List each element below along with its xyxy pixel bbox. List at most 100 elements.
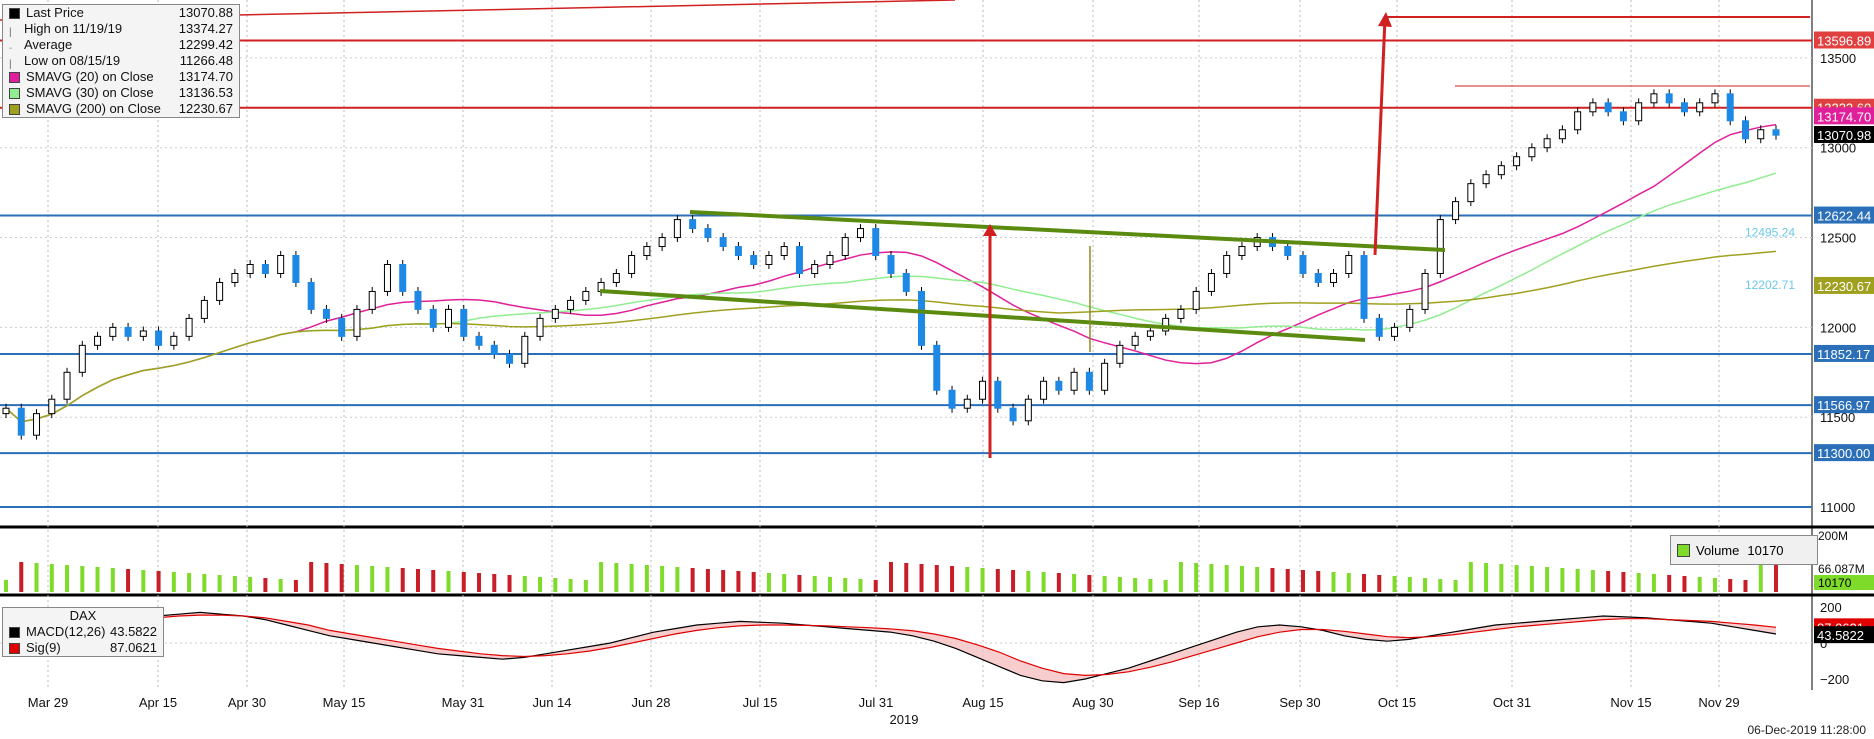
candle-body (1238, 246, 1246, 257)
price-label-box (1814, 276, 1874, 294)
volume-bar (660, 566, 665, 592)
volume-bar (782, 574, 787, 592)
y-tick-label: 12500 (1820, 231, 1856, 246)
legend-item: - Average 12299.42 (3, 37, 239, 54)
volume-bar (354, 565, 359, 592)
volume-bar (1590, 570, 1595, 592)
volume-scale-label: 200M (1818, 529, 1848, 543)
volume-bar (1392, 576, 1397, 592)
candle-body (1711, 93, 1719, 104)
candle-body (1192, 290, 1200, 310)
legend-item-label: High on 11/19/19 (24, 21, 123, 36)
candle-body (338, 317, 346, 337)
volume-bar (644, 565, 649, 592)
sma-line (5, 250, 1777, 423)
volume-bar (995, 569, 1000, 592)
candle-body (1330, 272, 1337, 283)
macd-legend-title: DAX (69, 608, 97, 623)
volume-bar (263, 578, 268, 592)
candle-body (170, 335, 178, 346)
candle-body (1482, 174, 1490, 185)
volume-bar (19, 562, 24, 592)
candle-body (429, 308, 437, 328)
legend-item-value: 13174.70 (178, 69, 233, 84)
candle-body (826, 255, 834, 266)
volume-bar (507, 575, 512, 592)
price-label: 11566.97 (1817, 398, 1870, 413)
arrow-line (1373, 17, 1387, 256)
legend-item-label: Low on 08/15/19 (24, 53, 121, 68)
x-tick-label: Aug 15 (962, 695, 1003, 710)
candle-body (628, 255, 636, 274)
volume-bar (171, 572, 176, 592)
macd-value-label: 43.5822 (1817, 628, 1864, 643)
legend-item-label: SMAVG (20) on Close (26, 69, 154, 84)
candle-body (490, 344, 498, 355)
candle-body (368, 290, 376, 310)
candle-body (1024, 398, 1032, 422)
macd-legend-label: MACD(12,26) (26, 624, 106, 639)
volume-bar (309, 562, 314, 592)
candle-body (1650, 93, 1658, 104)
candle-body (1497, 165, 1505, 176)
legend-item: SMAVG (20) on Close 13174.70 (3, 69, 239, 85)
candle-body (1391, 326, 1399, 337)
candle-body (948, 389, 956, 409)
price-label-box (1814, 396, 1874, 414)
volume-bar (293, 580, 298, 592)
x-tick-label: Jun 28 (631, 695, 670, 710)
candle-body (1085, 371, 1093, 391)
sma-line (5, 172, 1777, 423)
candle-body (246, 264, 254, 274)
legend-item: SMAVG (30) on Close 13136.53 (3, 85, 239, 101)
candle-body (109, 326, 117, 337)
volume-bar (599, 562, 604, 592)
candle-body (1696, 102, 1704, 113)
trendline (599, 289, 1366, 342)
volume-bar (248, 577, 253, 592)
candle-body (1757, 129, 1765, 140)
volume-bar (126, 569, 131, 592)
macd-tick-label: 0 (1820, 636, 1827, 651)
volume-bar (1514, 565, 1519, 592)
candle-body (902, 272, 910, 292)
volume-bar (1056, 573, 1061, 592)
volume-scale-label: 10170 (1818, 576, 1852, 590)
volume-bar (156, 571, 161, 592)
volume-bar (1011, 570, 1016, 592)
candle-body (1040, 380, 1048, 400)
candle-body (734, 246, 742, 257)
legend-item: | Low on 08/15/19 11266.48 (3, 53, 239, 70)
volume-legend-value: 10170 (1747, 542, 1784, 558)
x-tick-label: Nov 15 (1610, 695, 1651, 710)
legend-item: SMAVG (200) on Close 12230.67 (3, 101, 239, 117)
candle-body (841, 237, 849, 257)
volume-bar (4, 580, 8, 592)
price-label: 13174.70 (1817, 109, 1871, 124)
volume-bar (65, 565, 70, 592)
y-tick-label: 13500 (1820, 51, 1856, 66)
legend-item-value: 11266.48 (179, 53, 233, 68)
volume-bar (80, 566, 85, 592)
volume-bar (49, 564, 54, 592)
candle-body (231, 272, 239, 283)
volume-bar (1667, 575, 1672, 592)
volume-bar (1300, 570, 1305, 592)
square-swatch-icon (9, 626, 20, 638)
candle-body (1543, 138, 1551, 149)
candle-body (963, 398, 971, 409)
volume-bar (95, 567, 100, 592)
volume-bar (1255, 567, 1260, 592)
volume-bar (797, 575, 802, 592)
volume-bar (721, 570, 726, 592)
candle-body (536, 317, 544, 337)
legend-item-label: Last Price (26, 5, 84, 20)
volume-bar (415, 569, 420, 592)
candle-body (63, 371, 71, 400)
candle-body (521, 335, 529, 364)
legend-item-label: SMAVG (30) on Close (26, 85, 154, 100)
volume-bar (1285, 569, 1290, 592)
volume-bar (736, 571, 741, 592)
